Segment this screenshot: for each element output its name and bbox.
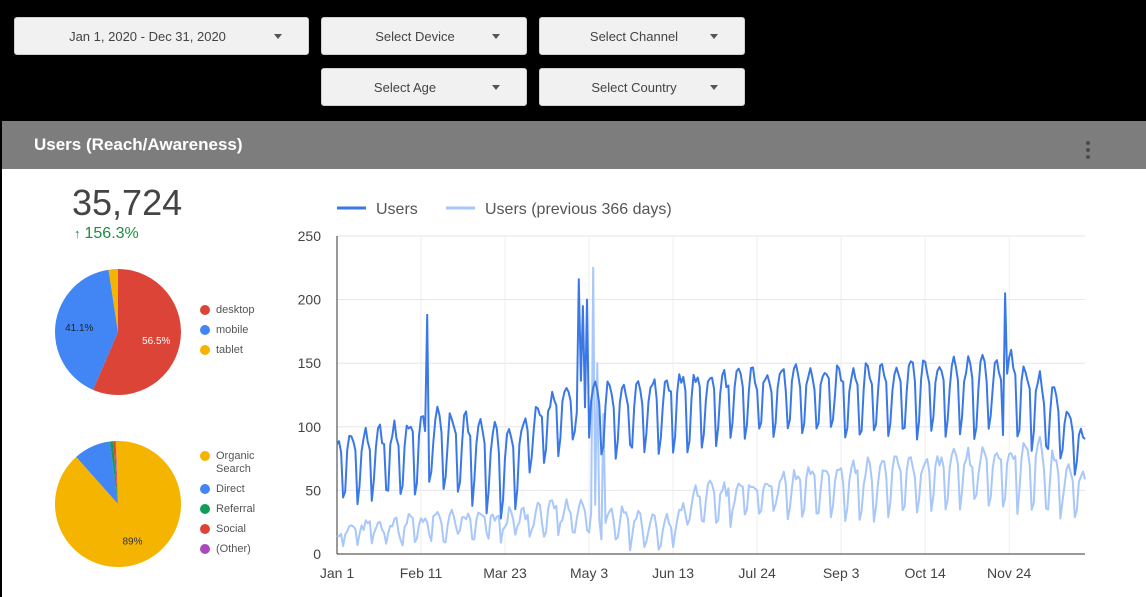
pie-slice-social: [113, 441, 118, 504]
x-tick-label: Sep 3: [823, 565, 860, 581]
chevron-down-icon: [492, 85, 500, 90]
scorecard-delta: ↑ 156.3%: [74, 225, 139, 243]
x-tick-label: Jan 1: [320, 565, 354, 581]
legend-label: mobile: [216, 324, 249, 336]
x-tick-label: Mar 23: [483, 565, 527, 581]
legend-dot: [200, 451, 210, 461]
age-select-label: Select Age: [373, 79, 437, 95]
scorecard-value: 35,724: [72, 182, 183, 223]
legend-item-desktop: desktop: [200, 304, 266, 317]
channel-select-label: Select Channel: [589, 28, 679, 44]
pie-slice-referral: [109, 441, 118, 504]
device-select[interactable]: Select Device: [321, 17, 527, 55]
y-tick-label: 50: [305, 482, 321, 498]
legend-label: Referral: [216, 503, 256, 515]
date-range-label: Jan 1, 2020 - Dec 31, 2020: [69, 28, 226, 44]
chevron-down-icon: [492, 34, 500, 39]
legend-dot: [200, 544, 210, 554]
date-range-picker[interactable]: Jan 1, 2020 - Dec 31, 2020: [14, 17, 309, 55]
legend-item-social: Social: [200, 523, 266, 536]
legend-item-mobile: mobile: [200, 324, 266, 337]
legend-dot: [200, 524, 210, 534]
y-tick-label: 150: [298, 355, 322, 371]
pie-slice-mobile: [55, 269, 118, 390]
legend-label: Social: [216, 523, 246, 535]
y-tick-label: 250: [298, 228, 322, 244]
x-tick-label: Oct 14: [905, 565, 946, 581]
legend-label: Organic Search: [216, 450, 255, 475]
x-tick-label: Jun 13: [652, 565, 694, 581]
legend-dot: [200, 325, 210, 335]
panel-title: Users (Reach/Awareness): [34, 135, 243, 154]
legend-item-referral: Referral: [200, 503, 266, 516]
pie-slice-label: 41.1%: [65, 323, 93, 334]
legend-label: tablet: [216, 344, 243, 356]
country-select-label: Select Country: [591, 79, 677, 95]
pie-slice-direct: [76, 441, 118, 504]
legend-dot: [200, 484, 210, 494]
legend-item-direct: Direct: [200, 483, 266, 496]
y-tick-label: 200: [298, 292, 322, 308]
legend-dot: [200, 345, 210, 355]
legend-dot: [200, 504, 210, 514]
pie-slice-label: 56.5%: [142, 336, 170, 347]
device-legend: desktop mobile tablet: [200, 304, 266, 364]
chevron-down-icon: [710, 85, 718, 90]
x-tick-label: Jul 24: [738, 565, 776, 581]
device-pie-chart: 56.5% 41.1%: [55, 269, 182, 395]
filter-bar: Jan 1, 2020 - Dec 31, 2020 Select Device…: [0, 0, 1146, 120]
chevron-down-icon: [710, 34, 718, 39]
channel-pie-chart: 89%: [55, 441, 181, 567]
scorecard-delta-value: 156.3%: [84, 225, 139, 242]
pie-slice-label: 89%: [122, 536, 142, 547]
age-select[interactable]: Select Age: [321, 68, 527, 106]
more-vert-icon[interactable]: [1086, 141, 1090, 159]
panel-header: Users (Reach/Awareness): [2, 121, 1146, 169]
legend-label: desktop: [216, 304, 255, 316]
legend-item-tablet: tablet: [200, 344, 266, 357]
y-tick-label: 100: [298, 419, 322, 435]
channel-select[interactable]: Select Channel: [539, 17, 745, 55]
x-tick-label: May 3: [570, 565, 608, 581]
pie-slice-tablet: [108, 269, 118, 332]
y-tick-label: 0: [313, 546, 321, 562]
pie-slice-desktop: [92, 269, 182, 395]
device-select-label: Select Device: [375, 28, 455, 44]
channel-legend: Organic Search Direct Referral Social (O…: [200, 450, 266, 563]
x-tick-label: Feb 11: [400, 565, 443, 581]
legend-item-other: (Other): [200, 543, 266, 556]
legend-label: (Other): [216, 543, 251, 555]
chevron-down-icon: [274, 34, 282, 39]
series-line-users: [336, 278, 1086, 520]
legend-item-organic-search: Organic Search: [200, 450, 266, 476]
country-select[interactable]: Select Country: [539, 68, 745, 106]
arrow-up-icon: ↑: [74, 226, 81, 241]
legend-dot: [200, 305, 210, 315]
series-line-previous: [336, 266, 1086, 552]
legend-label: Direct: [216, 483, 245, 495]
legend-label-users: Users: [376, 201, 418, 218]
legend-label-previous: Users (previous 366 days): [485, 201, 672, 218]
x-tick-label: Nov 24: [987, 565, 1032, 581]
users-panel: Users (Reach/Awareness) 35,724 ↑ 156.3% 5…: [2, 121, 1146, 597]
users-line-chart: Users Users (previous 366 days) 0 50 100 150 2…: [298, 201, 1086, 581]
pie-slice--other-: [115, 441, 118, 504]
